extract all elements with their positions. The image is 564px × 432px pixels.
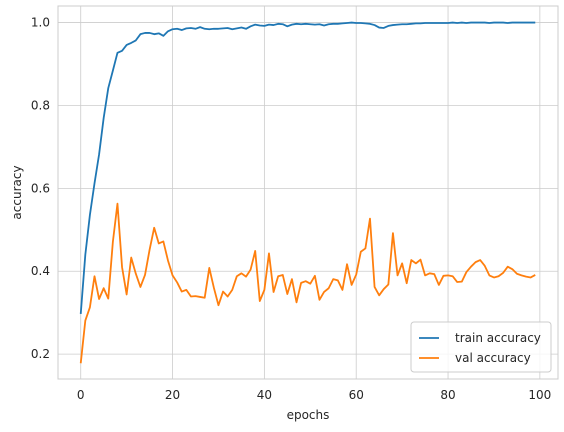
legend: train accuracy val accuracy (410, 321, 552, 373)
x-axis-label: epochs (287, 408, 330, 422)
x-tick-label: 0 (77, 388, 85, 402)
legend-label-train-accuracy: train accuracy (455, 331, 541, 345)
x-tick-label: 20 (165, 388, 180, 402)
legend-box (410, 321, 552, 373)
y-tick-label: 1.0 (31, 16, 50, 30)
series-lines (79, 21, 536, 364)
x-tick-label: 100 (528, 388, 551, 402)
series-line-val-accuracy (79, 202, 536, 364)
y-tick-label: 0.2 (31, 347, 50, 361)
legend-label-val-accuracy: val accuracy (455, 351, 531, 365)
plot-frame (57, 5, 559, 380)
x-tick-labels: 0 20 40 60 80 100 (77, 388, 551, 402)
y-tick-label: 0.6 (31, 181, 50, 195)
y-tick-label: 0.8 (31, 98, 50, 112)
x-tick-label: 40 (257, 388, 272, 402)
series-line-train-accuracy (79, 21, 536, 314)
x-tick-label: 80 (440, 388, 455, 402)
y-axis-label: accuracy (10, 165, 24, 219)
y-tick-label: 0.4 (31, 264, 50, 278)
y-tick-labels: 0.2 0.4 0.6 0.8 1.0 (31, 16, 50, 362)
x-tick-label: 60 (349, 388, 364, 402)
plot-background (58, 6, 558, 379)
